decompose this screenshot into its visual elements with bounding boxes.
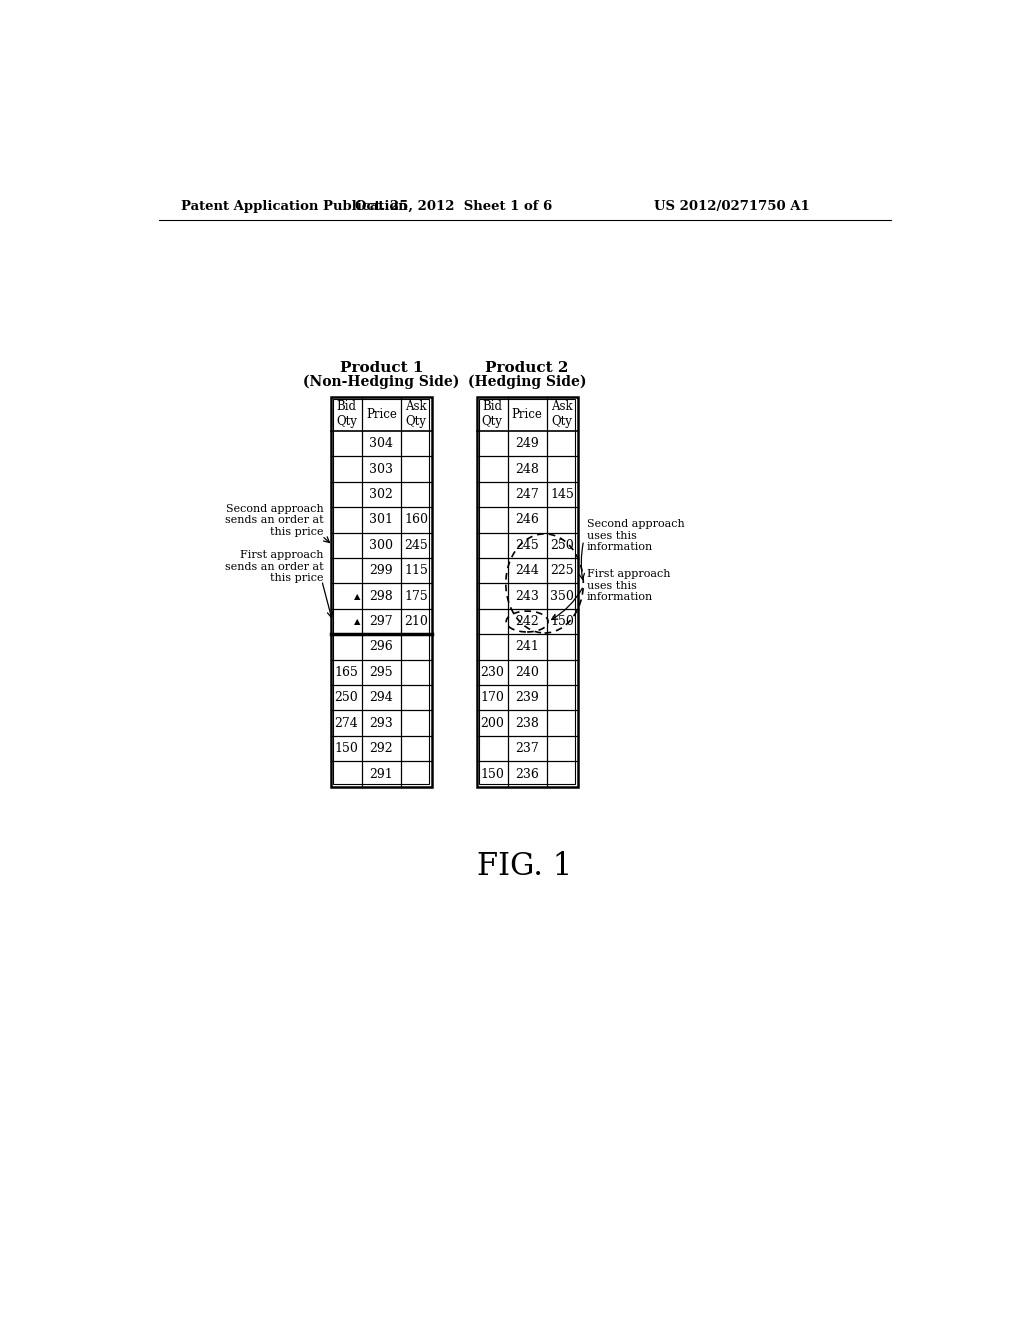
- Bar: [477, 397, 578, 787]
- Text: 240: 240: [515, 665, 539, 678]
- Text: Second approach
uses this
information: Second approach uses this information: [587, 519, 685, 552]
- Text: 294: 294: [370, 692, 393, 705]
- Text: 241: 241: [515, 640, 539, 653]
- Text: 244: 244: [515, 564, 539, 577]
- Text: 242: 242: [515, 615, 539, 628]
- Text: 115: 115: [404, 564, 428, 577]
- Text: 246: 246: [515, 513, 539, 527]
- Text: 239: 239: [515, 692, 539, 705]
- Text: 150: 150: [480, 767, 504, 780]
- Text: First approach
sends an order at
this price: First approach sends an order at this pr…: [224, 550, 324, 583]
- Text: 210: 210: [404, 615, 428, 628]
- Text: 293: 293: [370, 717, 393, 730]
- Text: 291: 291: [370, 767, 393, 780]
- Text: 247: 247: [515, 488, 539, 502]
- Text: 150: 150: [335, 742, 358, 755]
- Bar: [331, 397, 432, 787]
- Bar: [479, 400, 575, 784]
- Text: 303: 303: [370, 462, 393, 475]
- Text: 243: 243: [515, 590, 539, 603]
- Text: ▲: ▲: [354, 616, 360, 626]
- Text: 175: 175: [404, 590, 428, 603]
- Text: US 2012/0271750 A1: US 2012/0271750 A1: [654, 199, 810, 213]
- Text: Price: Price: [512, 408, 543, 421]
- Text: 295: 295: [370, 665, 393, 678]
- Text: 200: 200: [480, 717, 504, 730]
- Text: 160: 160: [404, 513, 428, 527]
- Text: 250: 250: [335, 692, 358, 705]
- Text: Bid
Qty: Bid Qty: [336, 400, 357, 428]
- Text: 304: 304: [370, 437, 393, 450]
- Text: 225: 225: [550, 564, 573, 577]
- Text: 245: 245: [404, 539, 428, 552]
- Text: 301: 301: [370, 513, 393, 527]
- Text: (Hedging Side): (Hedging Side): [468, 375, 587, 389]
- Text: 236: 236: [515, 767, 539, 780]
- Text: Ask
Qty: Ask Qty: [406, 400, 427, 428]
- Text: FIG. 1: FIG. 1: [477, 851, 572, 882]
- Text: 296: 296: [370, 640, 393, 653]
- Text: Product 2: Product 2: [485, 360, 568, 375]
- Text: ▲: ▲: [354, 591, 360, 601]
- Text: 302: 302: [370, 488, 393, 502]
- Text: 249: 249: [515, 437, 539, 450]
- Text: Second approach
sends an order at
this price: Second approach sends an order at this p…: [224, 504, 324, 537]
- Text: 299: 299: [370, 564, 393, 577]
- Text: 300: 300: [370, 539, 393, 552]
- Text: 170: 170: [480, 692, 504, 705]
- Text: 250: 250: [550, 539, 573, 552]
- Text: 298: 298: [370, 590, 393, 603]
- Text: 274: 274: [335, 717, 358, 730]
- Bar: [334, 400, 429, 784]
- Text: 238: 238: [515, 717, 539, 730]
- Text: Product 1: Product 1: [340, 360, 423, 375]
- Text: Oct. 25, 2012  Sheet 1 of 6: Oct. 25, 2012 Sheet 1 of 6: [355, 199, 552, 213]
- Text: 248: 248: [515, 462, 539, 475]
- Text: Patent Application Publication: Patent Application Publication: [180, 199, 408, 213]
- Text: 292: 292: [370, 742, 393, 755]
- Text: 237: 237: [515, 742, 539, 755]
- Text: First approach
uses this
information: First approach uses this information: [587, 569, 671, 602]
- Text: 245: 245: [515, 539, 539, 552]
- Text: 150: 150: [550, 615, 573, 628]
- Text: (Non-Hedging Side): (Non-Hedging Side): [303, 375, 460, 389]
- Text: Bid
Qty: Bid Qty: [482, 400, 503, 428]
- Text: Ask
Qty: Ask Qty: [551, 400, 572, 428]
- Text: 230: 230: [480, 665, 504, 678]
- Text: 165: 165: [335, 665, 358, 678]
- Text: 297: 297: [370, 615, 393, 628]
- Text: Price: Price: [366, 408, 397, 421]
- Text: 350: 350: [550, 590, 573, 603]
- Text: 145: 145: [550, 488, 573, 502]
